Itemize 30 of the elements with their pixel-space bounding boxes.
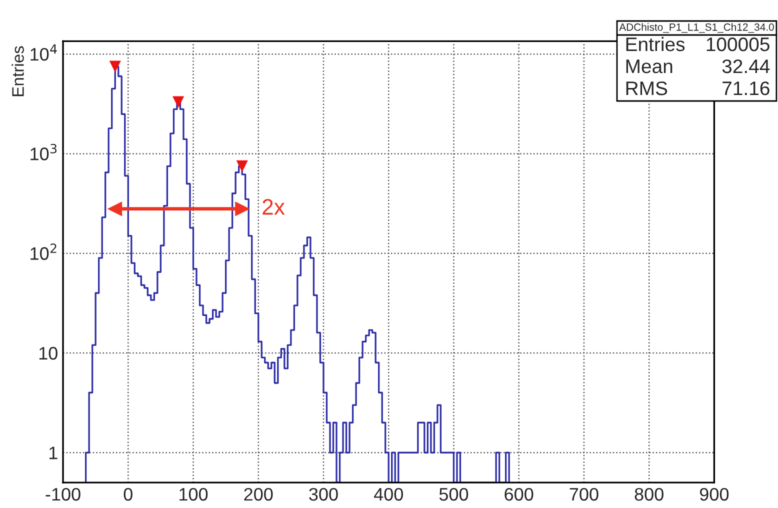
text: 71.16 (722, 81, 770, 96)
annotation: Entries (626, 36, 685, 52)
x-tick-label: 700 (570, 488, 598, 501)
y-axis-title: Entries (12, 46, 24, 96)
x-tick-label: 400 (374, 488, 403, 501)
x-tick-label: 600 (504, 488, 534, 501)
point (172, 96, 184, 108)
annotation: RMS (626, 81, 668, 96)
x-tick-label: 100 (180, 488, 208, 501)
annotation: 100005 (706, 37, 770, 52)
x-tick-label: 200 (244, 488, 273, 501)
y-tick-label: 10$^{3}$ (30, 144, 57, 160)
y-tick-label: 1 (49, 446, 58, 460)
annotation: Mean (626, 60, 672, 74)
x-tick-label: 900 (700, 488, 729, 501)
y-tick-label: 10$^{4}$ (30, 44, 57, 61)
x-tick-label: 0 (124, 488, 132, 501)
point (108, 202, 122, 216)
point (235, 202, 250, 216)
x-tick-label: 800 (634, 488, 664, 501)
x-tick-label: 500 (439, 488, 468, 501)
x-tick-label: 300 (309, 488, 338, 501)
point (109, 60, 121, 72)
y-tick-label: 10 (39, 346, 58, 360)
text: 32.44 (722, 59, 770, 74)
y-tick-label: 10$^{2}$ (30, 243, 56, 260)
text: ADChisto_P1_L1_S1_Ch12_34.0 (619, 23, 774, 33)
point (236, 160, 248, 172)
annotation: 2x (262, 199, 285, 215)
x-tick-label: -100 (46, 488, 80, 501)
